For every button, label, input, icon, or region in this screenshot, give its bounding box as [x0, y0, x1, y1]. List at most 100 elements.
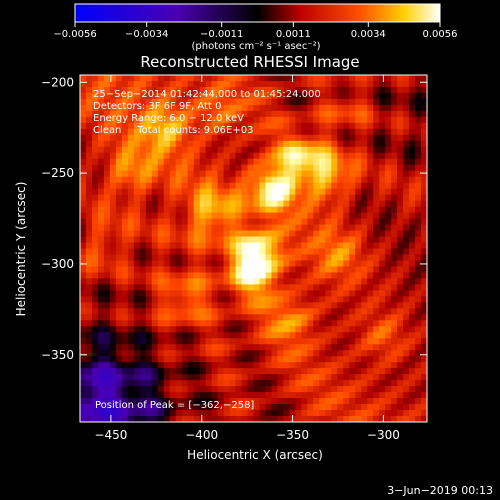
heatmap-cell — [181, 416, 189, 422]
heatmap-cell — [163, 146, 171, 154]
heatmap-cell — [349, 272, 356, 280]
heatmap-cell — [349, 290, 356, 297]
heatmap-cell — [421, 380, 427, 387]
heatmap-cell — [367, 182, 374, 190]
heatmap-cell — [343, 104, 350, 112]
heatmap-cell — [211, 296, 219, 303]
heatmap-cell — [271, 110, 279, 118]
heatmap-cell — [379, 164, 386, 172]
heatmap-cell — [217, 212, 225, 220]
heatmap-cell — [121, 170, 129, 178]
heatmap-cell — [379, 104, 386, 112]
heatmap-cell — [91, 92, 99, 100]
heatmap-cell — [319, 218, 326, 226]
heatmap-cell — [80, 188, 87, 196]
heatmap-cell — [283, 92, 290, 100]
heatmap-cell — [313, 260, 320, 268]
heatmap-cell — [217, 230, 225, 238]
heatmap-cell — [301, 326, 308, 333]
heatmap-cell — [80, 386, 87, 393]
heatmap-cell — [175, 152, 183, 160]
heatmap-cell — [415, 200, 422, 208]
heatmap-cell — [313, 218, 320, 226]
heatmap-cell — [355, 338, 362, 345]
heatmap-cell — [151, 170, 159, 178]
heatmap-cell — [133, 410, 141, 417]
heatmap-cell — [349, 212, 356, 220]
heatmap-cell — [103, 356, 111, 363]
heatmap-cell — [97, 326, 105, 333]
heatmap-cell — [175, 146, 183, 154]
heatmap-cell — [151, 116, 159, 124]
heatmap-cell — [271, 332, 279, 339]
heatmap-cell — [325, 242, 332, 250]
heatmap-cell — [355, 296, 362, 303]
heatmap-cell — [169, 356, 177, 363]
heatmap-cell — [415, 134, 422, 142]
heatmap-cell — [85, 212, 93, 220]
heatmap-cell — [343, 75, 350, 82]
heatmap-cell — [379, 302, 386, 309]
heatmap-cell — [391, 146, 398, 154]
heatmap-cell — [415, 80, 422, 88]
heatmap-cell — [355, 200, 362, 208]
heatmap-cell — [127, 314, 135, 321]
heatmap-cell — [199, 344, 207, 351]
heatmap-cell — [355, 332, 362, 339]
heatmap-cell — [211, 206, 219, 214]
heatmap-cell — [271, 122, 279, 130]
heatmap-cell — [253, 182, 261, 190]
heatmap-cell — [133, 326, 141, 333]
heatmap-cell — [289, 338, 296, 345]
heatmap-cell — [241, 272, 249, 280]
heatmap-cell — [265, 182, 273, 190]
heatmap-cell — [397, 140, 404, 148]
heatmap-cell — [211, 230, 219, 238]
heatmap-cell — [343, 272, 350, 280]
heatmap-cell — [331, 158, 338, 166]
heatmap-cell — [277, 410, 285, 417]
heatmap-cell — [163, 80, 171, 88]
heatmap-cell — [259, 332, 267, 339]
heatmap-cell — [109, 92, 117, 100]
heatmap-cell — [181, 170, 189, 178]
heatmap-cell — [157, 350, 165, 357]
colorbar-tick-label: 0.0011 — [276, 29, 311, 40]
heatmap-cell — [80, 104, 87, 112]
heatmap-cell — [415, 170, 422, 178]
heatmap-cell — [163, 380, 171, 387]
heatmap-cell — [109, 200, 117, 208]
heatmap-cell — [361, 398, 368, 405]
heatmap-cell — [139, 116, 147, 124]
heatmap-cell — [271, 416, 279, 422]
heatmap-cell — [313, 254, 320, 262]
heatmap-cell — [247, 218, 255, 226]
heatmap-cell — [253, 260, 261, 268]
heatmap-cell — [301, 260, 308, 268]
heatmap-cell — [331, 188, 338, 196]
heatmap-cell — [133, 338, 141, 345]
heatmap-cell — [193, 416, 201, 422]
heatmap-cell — [277, 92, 285, 100]
heatmap-cell — [397, 128, 404, 136]
heatmap-cell — [361, 314, 368, 321]
heatmap-cell — [283, 164, 290, 172]
heatmap-cell — [103, 398, 111, 405]
heatmap-cell — [235, 194, 243, 202]
heatmap-cell — [313, 110, 320, 118]
heatmap-cell — [283, 296, 290, 303]
heatmap-cell — [85, 182, 93, 190]
heatmap-cell — [235, 75, 243, 82]
heatmap-cell — [385, 164, 392, 172]
heatmap-cell — [349, 140, 356, 148]
heatmap-cell — [139, 152, 147, 160]
heatmap-cell — [283, 104, 290, 112]
heatmap-cell — [397, 116, 404, 124]
heatmap-cell — [367, 230, 374, 238]
heatmap-cell — [151, 272, 159, 280]
heatmap-cell — [355, 254, 362, 262]
heatmap-cell — [163, 374, 171, 381]
heatmap-cell — [169, 104, 177, 112]
heatmap-cell — [307, 272, 314, 280]
heatmap-cell — [211, 158, 219, 166]
